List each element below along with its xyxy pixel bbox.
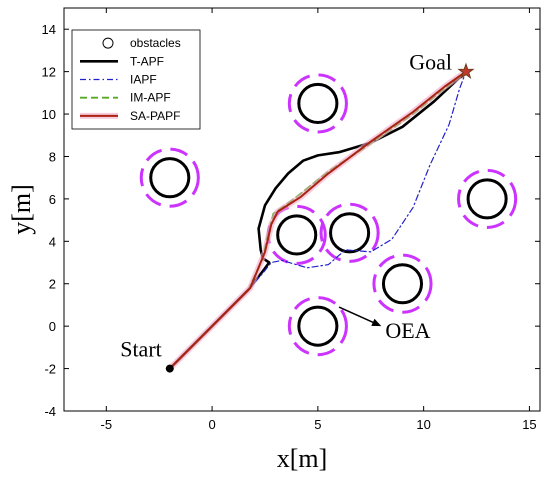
oea-arrow-line <box>338 306 380 326</box>
legend: obstacles T-APF IAPF IM-APF SA-PAPF <box>71 29 201 130</box>
legend-label-sa-papf: SA-PAPF <box>130 109 180 123</box>
legend-obstacles-label: obstacles <box>130 36 181 50</box>
y-tick-label: -2 <box>44 362 56 377</box>
oea-ring <box>287 73 348 134</box>
goal-label: Goal <box>409 50 452 75</box>
oea-ring <box>319 202 380 263</box>
y-tick-label: -4 <box>44 404 56 419</box>
x-axis-label: x[m] <box>277 444 328 473</box>
legend-label-im-apf: IM-APF <box>130 91 171 105</box>
y-axis-label: y[m] <box>7 184 36 235</box>
obstacle-circle <box>149 157 191 199</box>
x-tick-label: 15 <box>522 417 536 432</box>
oea-ring <box>457 168 518 229</box>
paths-layer <box>166 68 469 372</box>
oea-label: OEA <box>385 318 430 343</box>
oea-arrow-head <box>371 318 382 327</box>
y-tick-label: 4 <box>49 234 56 249</box>
obstacles-layer <box>139 73 518 357</box>
x-tick-label: -5 <box>101 417 113 432</box>
legend-label-iapf: IAPF <box>130 73 157 87</box>
legend-box <box>71 29 201 130</box>
goal-marker <box>457 62 475 79</box>
legend-obstacle-marker <box>102 37 114 49</box>
oea-ring <box>372 253 433 314</box>
obstacle-circle <box>329 212 371 254</box>
start-marker <box>165 364 174 373</box>
ticks-layer: -5 0 5 10 15 -4 -2 0 2 4 6 8 10 12 14 <box>42 8 540 432</box>
start-label: Start <box>120 337 162 362</box>
y-tick-label: 10 <box>42 107 56 122</box>
series-line-iapf <box>169 71 467 370</box>
axes-box <box>63 7 541 412</box>
oea-ring <box>139 147 200 208</box>
legend-label-t-apf: T-APF <box>130 54 164 68</box>
obstacle-circle <box>276 214 318 256</box>
axes-layer <box>63 7 541 412</box>
x-tick-label: 0 <box>208 417 215 432</box>
y-tick-label: 12 <box>42 65 56 80</box>
x-tick-label: 5 <box>314 417 321 432</box>
y-tick-label: 14 <box>42 22 56 37</box>
obstacle-circle <box>297 82 339 124</box>
y-tick-label: 0 <box>49 319 56 334</box>
obstacle-circle <box>381 263 424 305</box>
markers-layer <box>165 62 475 373</box>
obstacle-circle <box>466 178 508 220</box>
oea-ring <box>287 296 348 357</box>
series-line-sa-papf <box>168 70 467 370</box>
obstacle-circle <box>297 305 339 347</box>
y-tick-label: 6 <box>49 192 56 207</box>
y-tick-label: 8 <box>49 149 56 164</box>
y-tick-label: 2 <box>49 277 56 292</box>
x-tick-label: 10 <box>416 417 430 432</box>
